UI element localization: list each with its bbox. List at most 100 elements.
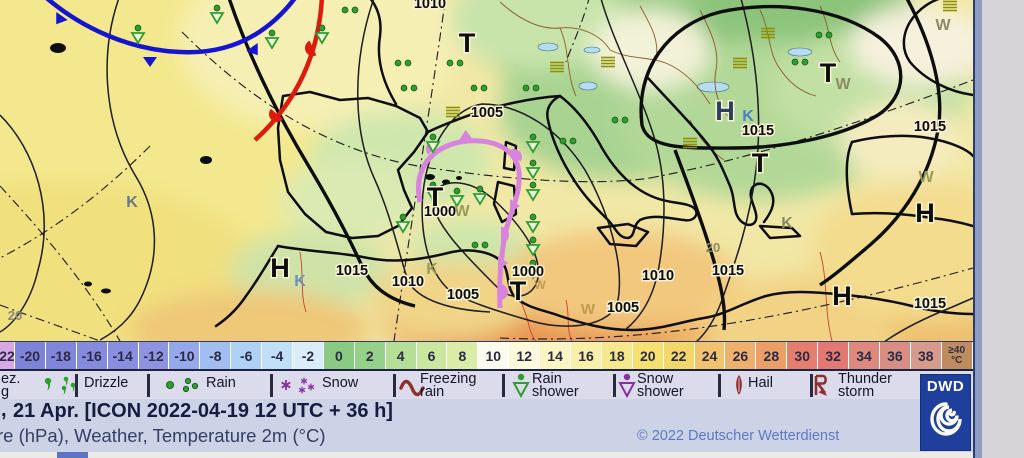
temp-scale-cell: ≥40 °C: [940, 342, 972, 369]
svg-text:20: 20: [8, 308, 22, 323]
temp-scale-cell: 36: [878, 342, 910, 369]
legend-label-rain: Rain: [206, 375, 236, 391]
temp-scale-cell: -20: [14, 342, 45, 369]
temp-scale-cell: 38: [909, 342, 941, 369]
svg-text:T: T: [459, 28, 476, 58]
svg-text:T: T: [427, 182, 444, 212]
cut-blue-element[interactable]: [57, 452, 88, 458]
svg-text:W: W: [534, 278, 546, 292]
legend-label-snow-shower: Snow shower: [637, 371, 684, 400]
svg-text:20: 20: [706, 240, 720, 255]
svg-text:H: H: [715, 96, 735, 126]
temp-scale-cell: 30: [786, 342, 818, 369]
svg-text:1000: 1000: [424, 204, 456, 220]
svg-text:K: K: [426, 261, 438, 278]
svg-text:K: K: [294, 273, 306, 290]
temp-scale-cell: 18: [600, 342, 632, 369]
svg-text:H: H: [915, 198, 935, 228]
temp-scale-cell: 22: [662, 342, 694, 369]
svg-text:1005: 1005: [607, 300, 639, 316]
temp-scale-cell: 22: [0, 342, 14, 369]
temperature-scale: 22 -20 -18 -16 -14 -12 -10 -8 -6 -4 -2 0 2 4 6 8 10 12 14 1…: [0, 341, 973, 369]
temperature-shading: [0, 0, 1024, 420]
legend-separator: [270, 374, 273, 397]
weather-symbol-legend: ez. g Drizzle Rain Snow Freezing rain Rain showe…: [0, 369, 973, 399]
thunderstorm-icon: [812, 372, 836, 404]
window-border: [973, 0, 982, 458]
temp-scale-cell: 20: [631, 342, 663, 369]
legend-separator: [810, 374, 813, 397]
temp-scale-cell: -14: [106, 342, 138, 369]
dwd-logo-text: DWD: [926, 378, 965, 395]
temp-scale-cell: -18: [44, 342, 76, 369]
svg-text:1015: 1015: [712, 263, 744, 279]
temp-scale-cell: -6: [230, 342, 262, 369]
warm-front: [253, 0, 324, 142]
snow-icon: [278, 372, 320, 404]
cut-text-fragment: ,: [1, 399, 7, 421]
svg-text:1015: 1015: [914, 119, 946, 135]
temp-scale-cell: 6: [415, 342, 447, 369]
small-islands: [50, 43, 462, 294]
rain-shower-symbols: [130, 4, 541, 280]
legend-separator: [75, 374, 78, 397]
svg-text:1015: 1015: [336, 263, 368, 279]
temp-scale-cell: 24: [693, 342, 725, 369]
chart-subtitle: re (hPa), Weather, Temperature 2m (°C): [0, 425, 326, 446]
forecast-date-line: 21 Apr. [ICON 2022-04-19 12 UTC + 36 h]: [13, 400, 393, 422]
svg-text:T: T: [510, 276, 527, 306]
temp-scale-cell: -12: [137, 342, 169, 369]
temp-scale-cell: 16: [570, 342, 601, 369]
temp-scale-cell: -4: [261, 342, 293, 369]
svg-text:W: W: [935, 17, 951, 34]
legend-label-hail: Hail: [748, 375, 773, 391]
legend-label-rain-shower: Rain shower: [532, 371, 579, 400]
rain-symbols: [341, 6, 833, 249]
legend-separator: [502, 374, 505, 397]
svg-text:K: K: [781, 215, 793, 232]
temp-scale-cell: 32: [817, 342, 849, 369]
legend-separator: [393, 374, 396, 397]
temp-scale-cell: -10: [168, 342, 200, 369]
hail-icon: [730, 372, 748, 404]
legend-separator: [147, 374, 150, 397]
temp-scale-cell: 12: [508, 342, 540, 369]
temp-scale-cell: 4: [384, 342, 416, 369]
drizzle-icon: [40, 372, 82, 404]
isobars-major: [227, 0, 942, 331]
legend-label-snow: Snow: [322, 375, 359, 391]
svg-text:K: K: [126, 194, 138, 211]
legend-label-thunderstorm: Thunder storm: [838, 371, 893, 400]
airmass-letters: K K K K K W W W W W W 20 20: [8, 17, 952, 323]
svg-text:W: W: [581, 301, 596, 318]
svg-text:H: H: [832, 281, 852, 311]
page-gutter[interactable]: [982, 0, 1024, 458]
temp-scale-cell: 0: [322, 342, 354, 369]
svg-text:W: W: [835, 76, 851, 93]
svg-text:T: T: [820, 58, 837, 88]
svg-text:1000: 1000: [512, 264, 544, 280]
legend-label-cut-item: ez. g: [1, 371, 21, 400]
temp-scale-cell: 26: [724, 342, 756, 369]
temp-scale-cell: 10: [477, 342, 509, 369]
svg-text:1015: 1015: [742, 123, 774, 139]
temp-scale-cell: -2: [292, 342, 323, 369]
temp-scale-cell: 8: [446, 342, 478, 369]
svg-text:1010: 1010: [642, 268, 674, 284]
rain-icon: [162, 372, 204, 404]
dwd-logo: DWD: [920, 374, 971, 451]
lakes: [537, 42, 813, 93]
temp-scale-cell: -8: [199, 342, 231, 369]
svg-text:1005: 1005: [447, 287, 479, 303]
snow-shower-icon: [618, 372, 638, 404]
copyright-text: © 2022 Deutscher Wetterdienst: [637, 428, 840, 444]
svg-text:1015: 1015: [914, 296, 946, 312]
weather-map: 1010 1005 1015 1015 1000 1015 1010 1005 1000 1005…: [0, 0, 1024, 420]
svg-text:W: W: [454, 203, 470, 220]
legend-separator: [613, 374, 616, 397]
svg-text:1010: 1010: [392, 274, 424, 290]
